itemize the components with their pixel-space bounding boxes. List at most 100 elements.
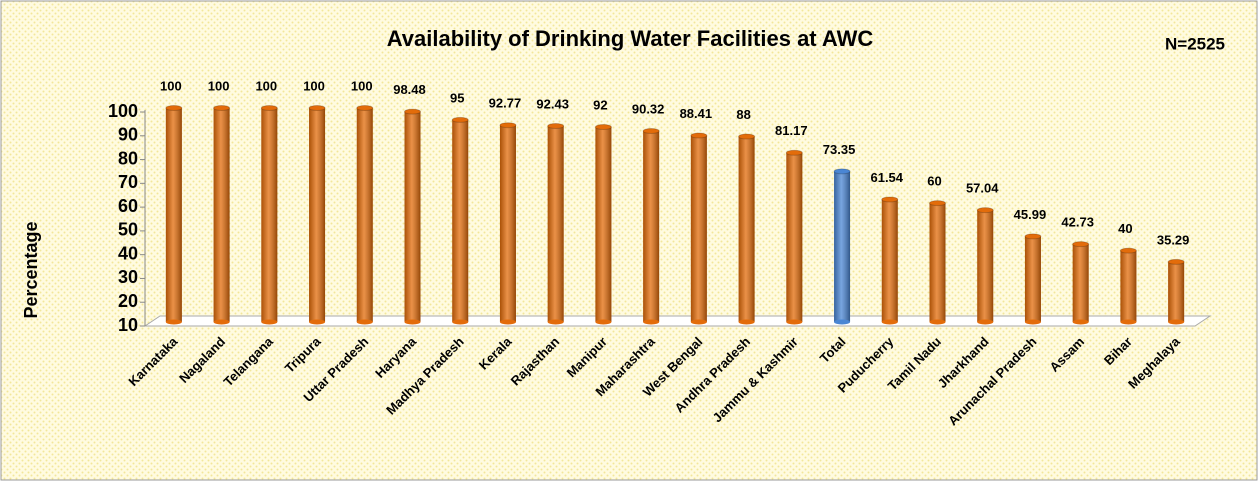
bar-top: [451, 116, 469, 123]
bar-base: [1024, 319, 1041, 325]
y-tick-label: 60: [118, 196, 138, 216]
value-label: 60: [927, 174, 941, 189]
bar-base: [881, 319, 898, 325]
bar-base: [261, 319, 278, 325]
bar-base: [547, 319, 564, 325]
bar-shade: [404, 111, 421, 322]
bar-shade: [977, 210, 994, 322]
bar-base: [1120, 319, 1137, 325]
value-label: 73.35: [823, 142, 856, 157]
bar-top: [260, 105, 278, 111]
value-label: 100: [208, 78, 230, 93]
bar-top: [881, 196, 899, 203]
bar-shade: [213, 108, 230, 322]
bar-base: [452, 319, 469, 325]
bar-shade: [1120, 250, 1137, 322]
bar-top: [213, 105, 231, 111]
value-label: 100: [351, 78, 373, 93]
bar-shade: [690, 135, 707, 322]
bar-top: [642, 128, 660, 135]
value-label: 88: [736, 107, 750, 122]
bar-shade: [261, 108, 278, 322]
bar-top: [929, 200, 946, 207]
y-tick-label: 70: [118, 172, 138, 192]
bar-shade: [452, 119, 469, 322]
bar-shade: [834, 171, 851, 322]
y-tick-label: 90: [118, 125, 138, 145]
bar-top: [833, 168, 851, 175]
bar-base: [404, 319, 421, 325]
y-tick-label: 50: [118, 220, 138, 240]
bar-base: [356, 319, 373, 325]
bar-base: [929, 319, 946, 325]
value-label: 40: [1118, 221, 1132, 236]
y-tick-label: 40: [118, 243, 138, 263]
value-label: 92.77: [489, 96, 522, 111]
value-label: 95: [450, 90, 464, 105]
bar-top: [1167, 258, 1185, 265]
value-label: 100: [255, 78, 277, 93]
bar-base: [977, 319, 994, 325]
bar-shade: [643, 131, 660, 322]
bar-shade: [165, 108, 182, 322]
bar-top: [308, 105, 326, 111]
floor: [143, 315, 1212, 327]
bar-base: [213, 319, 230, 325]
bar-top: [165, 105, 183, 111]
bar-shade: [786, 152, 803, 322]
value-label: 92: [593, 97, 607, 112]
value-label: 45.99: [1014, 207, 1047, 222]
value-label: 92.43: [536, 96, 569, 111]
y-tick-label: 100: [108, 101, 138, 121]
value-label: 98.48: [393, 82, 426, 97]
y-tick-label: 10: [118, 315, 138, 335]
value-label: 35.29: [1157, 232, 1190, 247]
bar-base: [643, 319, 660, 325]
annotation: N=2525: [1165, 34, 1225, 53]
value-label: 57.04: [966, 181, 999, 196]
bar-shade: [309, 108, 326, 322]
bar-top: [356, 105, 374, 111]
value-label: 90.32: [632, 101, 665, 116]
bar-top: [976, 207, 994, 214]
bar-top: [1072, 241, 1090, 248]
bar-shade: [595, 127, 612, 323]
y-tick-label: 20: [118, 291, 138, 311]
bar-base: [834, 319, 851, 325]
bar-base: [165, 319, 182, 325]
bar-base: [309, 319, 326, 325]
value-label: 88.41: [680, 106, 713, 121]
bar-shade: [929, 203, 946, 322]
bar-base: [738, 319, 755, 325]
bar-shade: [1024, 236, 1041, 322]
bar-base: [1072, 319, 1089, 325]
bar-top: [1119, 247, 1137, 254]
bar-top: [547, 122, 565, 129]
bar-top: [594, 124, 612, 131]
bar-shade: [356, 108, 373, 322]
bar-shade: [547, 125, 564, 322]
bar-top: [785, 149, 803, 156]
bar-base: [1168, 319, 1185, 325]
bar-shade: [1072, 244, 1089, 322]
y-tick-label: 80: [118, 148, 138, 168]
bar-shade: [1168, 261, 1185, 322]
value-label: 100: [303, 78, 325, 93]
bar-shade: [881, 199, 898, 322]
bar-top: [499, 122, 517, 129]
bar-top: [690, 132, 708, 139]
bar-base: [786, 319, 803, 325]
value-label: 81.17: [775, 123, 808, 138]
bar-shade: [499, 125, 516, 322]
bar-base: [595, 319, 612, 325]
bar-top: [404, 108, 421, 115]
bar-base: [499, 319, 516, 325]
y-tick-label: 30: [118, 267, 138, 287]
bar-base: [690, 319, 707, 325]
value-label: 61.54: [870, 170, 903, 185]
bar-top: [1024, 233, 1042, 240]
bar-top: [738, 133, 756, 140]
bar-shade: [738, 136, 755, 322]
